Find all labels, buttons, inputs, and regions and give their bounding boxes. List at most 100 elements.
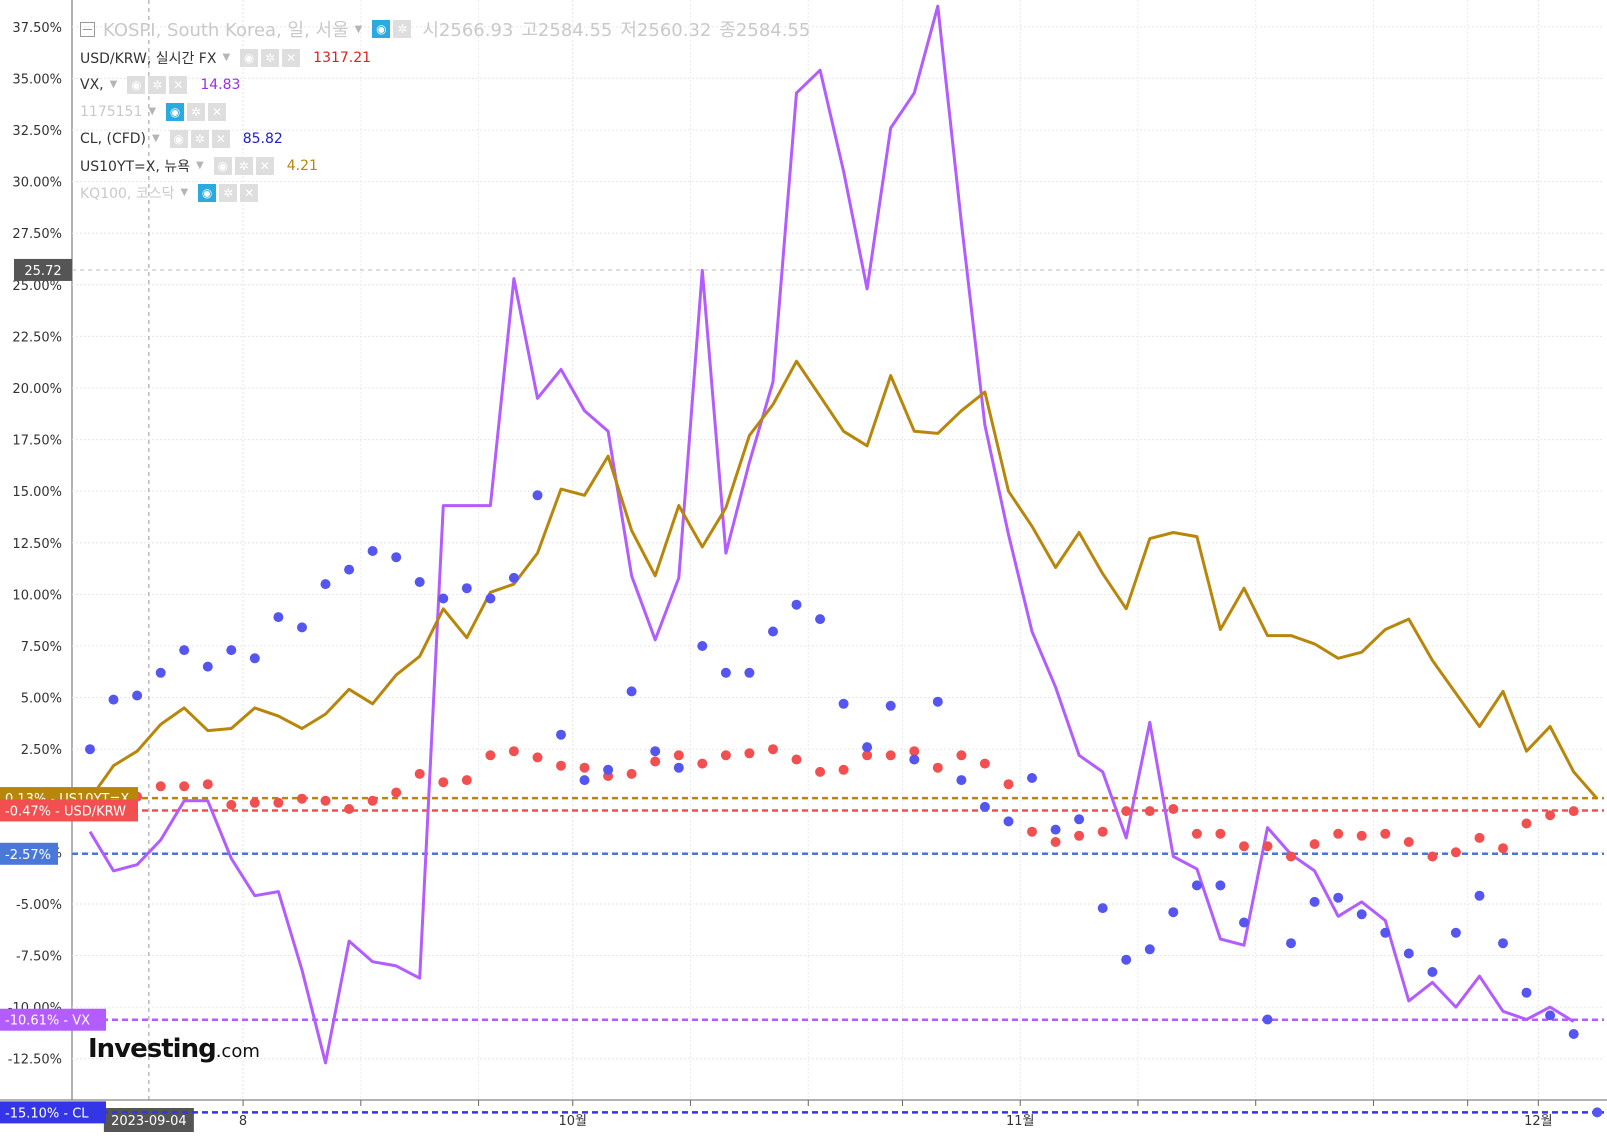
close-icon[interactable]: ✕ [208,102,227,121]
data-point [344,804,355,814]
legend-series-name[interactable]: USD/KRW, 실시간 FX [80,50,217,67]
series-line [88,4,1575,1065]
price-line-label: -15.10% - CL [5,1106,89,1121]
gear-icon[interactable]: ✲ [219,183,238,202]
data-point [1427,851,1438,862]
data-point [768,744,778,755]
data-point [626,686,637,697]
eye-icon[interactable]: ◉ [240,48,259,67]
data-point [367,795,378,806]
data-point [1050,837,1061,847]
gear-icon[interactable]: ✲ [234,156,253,175]
data-point [108,694,119,705]
eye-icon[interactable]: ◉ [166,102,185,121]
collapse-icon[interactable] [80,21,95,37]
data-point [1450,927,1461,938]
price-line-badge [0,842,58,865]
legend-series-name[interactable]: CL, (CFD) [80,130,147,147]
data-point [673,750,684,761]
data-point [461,775,472,786]
data-point [1191,880,1202,891]
y-tick-label: 15.00% [12,485,62,500]
legend-series-value: 4.21 [286,157,318,174]
x-tick-label: 10월 [559,1114,588,1129]
close-icon[interactable]: ✕ [240,183,259,202]
caret-down-icon[interactable]: ▼ [222,52,231,63]
data-point [1333,892,1344,903]
price-line-label: -2.57% [5,848,51,863]
y-tick-label: 20.00% [12,382,62,397]
data-point [1097,826,1108,837]
legend-series-value: 14.83 [200,76,241,93]
caret-down-icon[interactable]: ▼ [180,187,189,198]
legend-series-name[interactable]: US10YT=X, 뉴욕 [80,158,191,175]
data-point [1474,832,1485,843]
data-point [1450,847,1461,858]
data-point [179,781,190,792]
data-point [485,750,496,761]
data-point [979,758,990,769]
eye-icon[interactable]: ◉ [169,129,188,148]
data-point [556,760,566,771]
legend-row: CL, (CFD) ▼ ◉ ✲ ✕ 85.82 [80,125,810,152]
gear-icon[interactable]: ✲ [393,20,412,38]
data-point [1568,1029,1579,1039]
legend-series-name[interactable]: 1175151 [80,103,143,120]
close-icon[interactable]: ✕ [255,156,274,175]
data-point [1121,954,1132,965]
data-point [1003,779,1014,790]
gear-icon[interactable]: ✲ [261,48,280,67]
data-point [815,766,826,777]
data-point [697,758,708,769]
data-point [626,768,637,779]
series-vx [88,4,1575,1065]
eye-icon[interactable]: ◉ [372,20,391,38]
data-point [1380,828,1391,839]
crosshair-x-badge [103,1108,194,1132]
eye-icon[interactable]: ◉ [198,183,217,202]
data-point [838,698,849,709]
legend: KOSPI, South Korea, 일, 서울 ▼ ◉ ✲ 시2566.93… [80,14,810,206]
caret-down-icon[interactable]: ▼ [196,160,204,171]
caret-down-icon[interactable]: ▼ [152,133,160,144]
y-tick-label: 32.50% [12,124,62,139]
data-point [438,777,449,788]
y-tick-label: 30.00% [12,176,62,191]
caret-down-icon[interactable]: ▼ [148,106,157,117]
close-icon[interactable]: ✕ [169,75,188,94]
caret-down-icon[interactable]: ▼ [109,79,118,90]
caret-down-icon[interactable]: ▼ [354,23,363,35]
data-point [1215,828,1226,839]
x-tick-label: 11월 [1006,1114,1035,1129]
eye-icon[interactable]: ◉ [213,156,232,175]
gear-icon[interactable]: ✲ [148,75,167,94]
gear-icon[interactable]: ✲ [190,129,209,148]
data-point [1286,938,1296,949]
data-point [1521,818,1532,829]
data-point [909,746,920,757]
close-icon[interactable]: ✕ [282,48,301,67]
data-point [1191,828,1202,839]
data-point [1545,810,1556,821]
legend-series-name[interactable]: KQ100, 코스닥 [80,185,175,202]
data-point [508,746,519,757]
data-point [956,750,967,761]
data-point [179,645,190,656]
price-line-label: -0.47% - USD/KRW [5,804,126,819]
series-usd-krw [132,744,1579,862]
data-point [1050,824,1061,835]
gear-icon[interactable]: ✲ [187,102,206,121]
y-tick-label: 37.50% [12,21,62,36]
logo-suffix-text: .com [215,1041,260,1062]
close-icon[interactable]: ✕ [211,129,230,148]
price-line-badge [0,799,138,822]
legend-series-name[interactable]: VX, [80,76,104,93]
open-value: 시2566.93 [422,20,514,41]
data-point [744,748,755,759]
data-point [862,742,873,753]
data-point [650,746,661,757]
eye-icon[interactable]: ◉ [127,75,146,94]
data-point [1239,917,1249,928]
